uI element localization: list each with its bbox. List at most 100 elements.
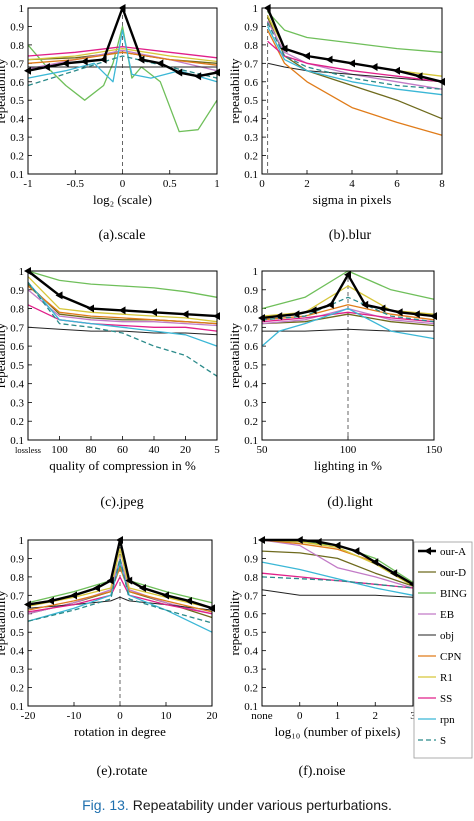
series-line-BING — [27, 270, 218, 298]
series-marker-our-A — [61, 59, 69, 68]
y-tick-label: 0.8 — [10, 304, 24, 316]
y-tick-label: 0.3 — [244, 132, 258, 144]
series-line-rpn — [27, 281, 218, 347]
series-marker-our-A — [99, 55, 107, 64]
series-marker-our-A — [42, 63, 50, 72]
y-tick-label: 1 — [253, 266, 259, 278]
y-axis-label: repeatability — [0, 58, 8, 123]
series-marker-our-A — [303, 51, 310, 60]
y-tick-label: 0.7 — [10, 322, 24, 334]
x-tick-label: 3 — [410, 710, 416, 722]
x-tick-label: 2 — [373, 710, 379, 722]
series-line-our-D — [261, 313, 435, 327]
series-line-EB — [267, 20, 443, 90]
y-tick-label: 0.9 — [10, 285, 24, 297]
series-marker-our-A — [352, 547, 360, 556]
y-tick-label: 0.4 — [244, 379, 258, 391]
series-marker-our-A — [371, 558, 379, 567]
y-tick-label: 0.8 — [244, 304, 258, 316]
y-tick-label: 0.1 — [244, 169, 258, 181]
legend-label-R1: R1 — [440, 672, 453, 684]
x-tick-label: 0 — [297, 710, 303, 722]
x-tick-label: 5 — [214, 444, 220, 456]
figure-caption-text: Repeatability under various perturbation… — [132, 797, 392, 813]
legend-label-our-D: our-D — [440, 567, 466, 579]
legend-label-our-A: our-A — [440, 546, 466, 558]
y-tick-label: 0.8 — [10, 572, 24, 584]
axes-frame — [261, 7, 443, 175]
y-tick-label: 0.7 — [244, 590, 258, 602]
y-tick-label: 0.8 — [10, 40, 24, 52]
series-line-S — [267, 22, 443, 90]
x-tick-label: 20 — [207, 710, 219, 722]
series-marker-our-A — [393, 66, 400, 75]
series-line-CPN — [27, 567, 213, 613]
y-tick-label: 0.4 — [10, 646, 24, 658]
series-marker-our-A — [93, 583, 100, 592]
x-tick-label: 1 — [335, 710, 341, 722]
legend: our-A our-D BING EB obj CPN R1 SS rpn S — [413, 541, 473, 759]
chart-panel-3: 0.1 0.2 0.3 0.4 0.5 0.6 0.7 0.8 0.9 1 lossless 100 8… — [0, 266, 220, 510]
y-tick-label: 0.2 — [244, 151, 258, 163]
y-tick-label: 1 — [19, 266, 25, 278]
x-tick-label: lossless — [15, 445, 41, 455]
y-tick-label: 0.6 — [10, 77, 24, 89]
series-line-SS — [27, 46, 218, 59]
series-line-BING — [27, 25, 218, 133]
y-axis-label: repeatability — [227, 590, 242, 655]
panel-caption: (c).jpeg — [100, 495, 143, 510]
y-tick-label: 0.5 — [244, 95, 258, 107]
y-tick-label: 0.3 — [10, 397, 24, 409]
x-axis-label: sigma in pixels — [313, 192, 392, 207]
series-marker-our-A — [118, 306, 126, 315]
y-tick-label: 0.9 — [244, 21, 258, 33]
y-tick-label: 0.9 — [244, 553, 258, 565]
series-line-obj — [262, 328, 434, 332]
x-tick-label: 1 — [214, 178, 220, 190]
series-marker-our-A — [280, 44, 288, 53]
y-tick-label: 0.4 — [10, 379, 24, 391]
series-marker-our-A — [412, 310, 420, 319]
x-tick-label: -10 — [67, 710, 82, 722]
x-tick-label: 100 — [340, 444, 357, 456]
chart-panel-2: 0.1 0.2 0.3 0.4 0.5 0.6 0.7 0.8 0.9 1 0 2 4 6 8 sigma i… — [227, 3, 445, 243]
x-axis-label: quality of compression in % — [49, 458, 196, 473]
chart-panel-5: 0.1 0.2 0.3 0.4 0.5 0.6 0.7 0.8 0.9 1 -20 -10 0 10 20 r… — [0, 535, 218, 779]
y-tick-label: 0.4 — [244, 646, 258, 658]
figure-caption: Fig. 13. Repeatability under various per… — [0, 797, 474, 813]
series-marker-our-A — [137, 55, 145, 64]
series-marker-our-A — [361, 300, 369, 309]
y-tick-label: 0.1 — [10, 169, 24, 181]
series-marker-our-A — [309, 306, 317, 315]
series-marker-our-A — [390, 569, 398, 578]
legend-label-rpn: rpn — [440, 714, 455, 726]
x-tick-label: none — [251, 710, 273, 722]
y-tick-label: 0.3 — [10, 132, 24, 144]
legend-label-CPN: CPN — [440, 651, 461, 663]
series-line-rpn — [27, 561, 213, 633]
y-tick-label: 0.9 — [244, 285, 258, 297]
series-line-CPN — [267, 29, 443, 136]
series-marker-our-A — [333, 541, 341, 550]
legend-label-obj: obj — [440, 630, 454, 642]
series-line-EB — [27, 49, 218, 72]
series-line-obj — [261, 589, 414, 598]
series-line-EB — [261, 539, 414, 589]
series-marker-our-A — [125, 576, 133, 585]
series-line-CPN — [27, 285, 218, 325]
series-marker-our-A — [344, 270, 351, 279]
y-tick-label: 0.1 — [244, 435, 258, 447]
series-marker-our-A — [378, 304, 386, 313]
x-tick-label: 10 — [161, 710, 173, 722]
x-tick-label: 2 — [304, 178, 310, 190]
series-marker-our-A — [292, 310, 300, 319]
legend-label-BING: BING — [440, 588, 467, 600]
series-marker-our-A — [150, 308, 157, 317]
series-marker-our-A — [70, 591, 77, 600]
series-marker-our-A — [47, 596, 54, 605]
series-line-S — [261, 296, 435, 323]
y-axis-label: repeatability — [0, 323, 8, 388]
panel-caption: (e).rotate — [97, 764, 148, 779]
y-axis-label: repeatability — [0, 590, 8, 655]
y-tick-label: 0.2 — [10, 683, 24, 695]
